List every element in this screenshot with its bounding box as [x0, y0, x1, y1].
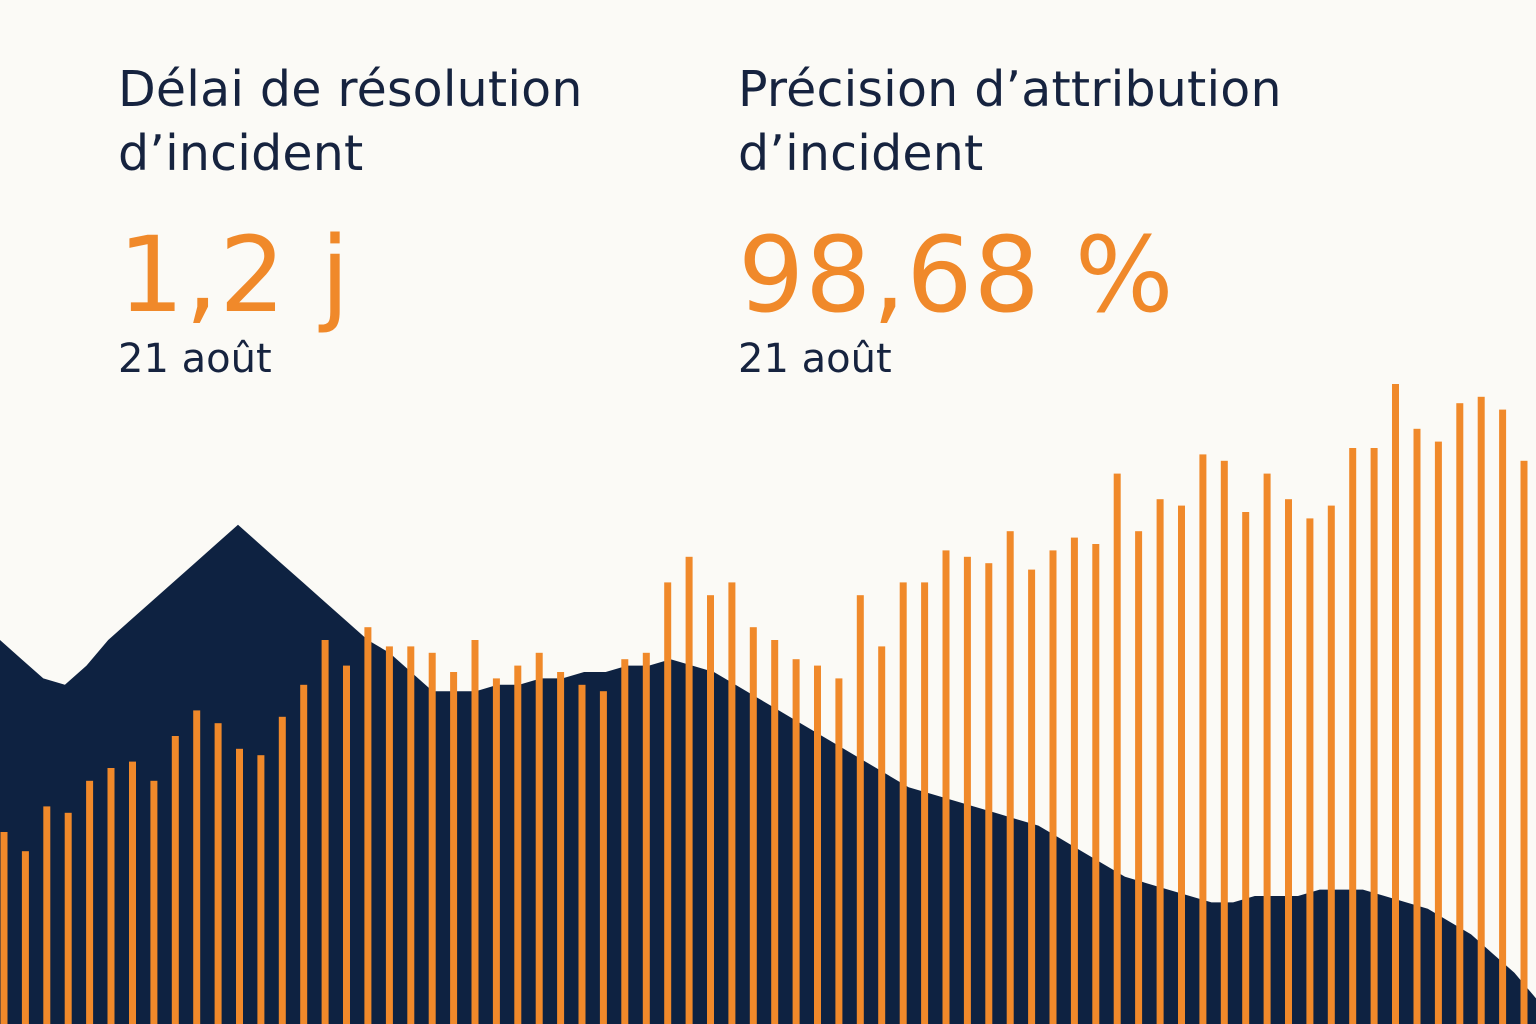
bar-mark [407, 646, 415, 1024]
kpi-resolution-title-line1: Délai de résolution [118, 61, 583, 118]
bar-mark [1263, 473, 1271, 1024]
kpi-resolution-date: 21 août [118, 336, 272, 382]
bar-mark [428, 652, 436, 1024]
bar-mark [642, 652, 650, 1024]
bar-mark [1285, 499, 1292, 1024]
kpi-attribution-value: 98,68 % [738, 214, 1175, 336]
bar-mark [792, 659, 800, 1024]
kpi-attribution-date: 21 août [738, 336, 892, 382]
bar-mark [878, 646, 886, 1024]
bar-mark [963, 556, 971, 1024]
bar-mark [599, 691, 607, 1024]
bar-mark [86, 780, 94, 1024]
bar-mark [1499, 409, 1507, 1024]
kpi-resolution-time: Délai de résolution d’incident 1,2 j 21 … [118, 58, 678, 382]
bar-series-layer [0, 384, 1528, 1024]
bar-mark [749, 627, 757, 1024]
bar-mark [278, 716, 286, 1024]
bar-mark [1092, 544, 1100, 1024]
bar-mark [814, 665, 821, 1024]
bar-mark [1349, 448, 1357, 1024]
bar-mark [578, 684, 586, 1024]
bar-mark [64, 812, 72, 1024]
kpi-attribution-title: Précision d’attribution d’incident [738, 58, 1438, 186]
bar-mark [471, 640, 479, 1024]
bar-mark [343, 665, 350, 1024]
kpi-attribution-accuracy: Précision d’attribution d’incident 98,68… [738, 58, 1438, 382]
bar-mark [685, 556, 693, 1024]
bar-mark [621, 659, 629, 1024]
bar-mark [1520, 460, 1528, 1024]
bar-mark [1370, 448, 1378, 1024]
bar-mark [728, 582, 736, 1024]
kpi-attribution-title-line2: d’incident [738, 125, 984, 182]
bar-mark [257, 755, 265, 1024]
bar-mark [1006, 531, 1014, 1024]
bar-mark [835, 678, 843, 1024]
bar-mark [1156, 499, 1164, 1024]
bar-mark [0, 832, 8, 1024]
bar-mark [514, 665, 522, 1024]
bar-mark [1242, 512, 1250, 1024]
bar-mark [150, 780, 158, 1024]
bar-mark [1199, 454, 1207, 1024]
bar-mark [1413, 428, 1421, 1024]
bar-mark [535, 652, 543, 1024]
bar-mark [193, 710, 201, 1024]
bar-mark [364, 627, 372, 1024]
bar-mark [707, 595, 714, 1024]
area-series-fill [0, 524, 1536, 1024]
bar-mark [236, 748, 243, 1024]
area-series-layer [0, 524, 1536, 1024]
bar-mark [664, 582, 672, 1024]
bar-mark [921, 582, 929, 1024]
bar-mark [1070, 537, 1078, 1024]
bar-mark [771, 640, 779, 1024]
bar-mark [1113, 473, 1121, 1024]
bar-mark [985, 563, 993, 1024]
bar-mark [942, 550, 950, 1024]
bar-mark [171, 736, 179, 1024]
bar-mark [214, 723, 222, 1024]
bar-mark [856, 595, 864, 1024]
bar-mark [1327, 505, 1335, 1024]
bar-mark [1220, 460, 1228, 1024]
bar-mark [1135, 531, 1143, 1024]
bar-mark [129, 761, 136, 1024]
bar-mark [899, 582, 907, 1024]
kpi-attribution-title-line1: Précision d’attribution [738, 61, 1282, 118]
kpi-resolution-value: 1,2 j [118, 214, 351, 336]
bar-mark [321, 640, 329, 1024]
bar-mark [1456, 403, 1464, 1024]
bar-mark [1434, 441, 1442, 1024]
bar-mark [1049, 550, 1057, 1024]
bar-mark [492, 678, 500, 1024]
bar-mark [1392, 384, 1399, 1024]
bar-mark [107, 768, 115, 1024]
bar-mark [557, 672, 565, 1024]
bar-mark [385, 646, 393, 1024]
bar-mark [21, 851, 29, 1024]
bar-mark [43, 806, 51, 1024]
bar-mark [1178, 505, 1185, 1024]
bar-mark [1306, 518, 1314, 1024]
kpi-resolution-title: Délai de résolution d’incident [118, 58, 678, 186]
bar-mark [1028, 569, 1036, 1024]
kpi-resolution-title-line2: d’incident [118, 125, 364, 182]
bar-mark [300, 684, 308, 1024]
bar-mark [450, 672, 458, 1024]
bar-mark [1477, 396, 1485, 1024]
